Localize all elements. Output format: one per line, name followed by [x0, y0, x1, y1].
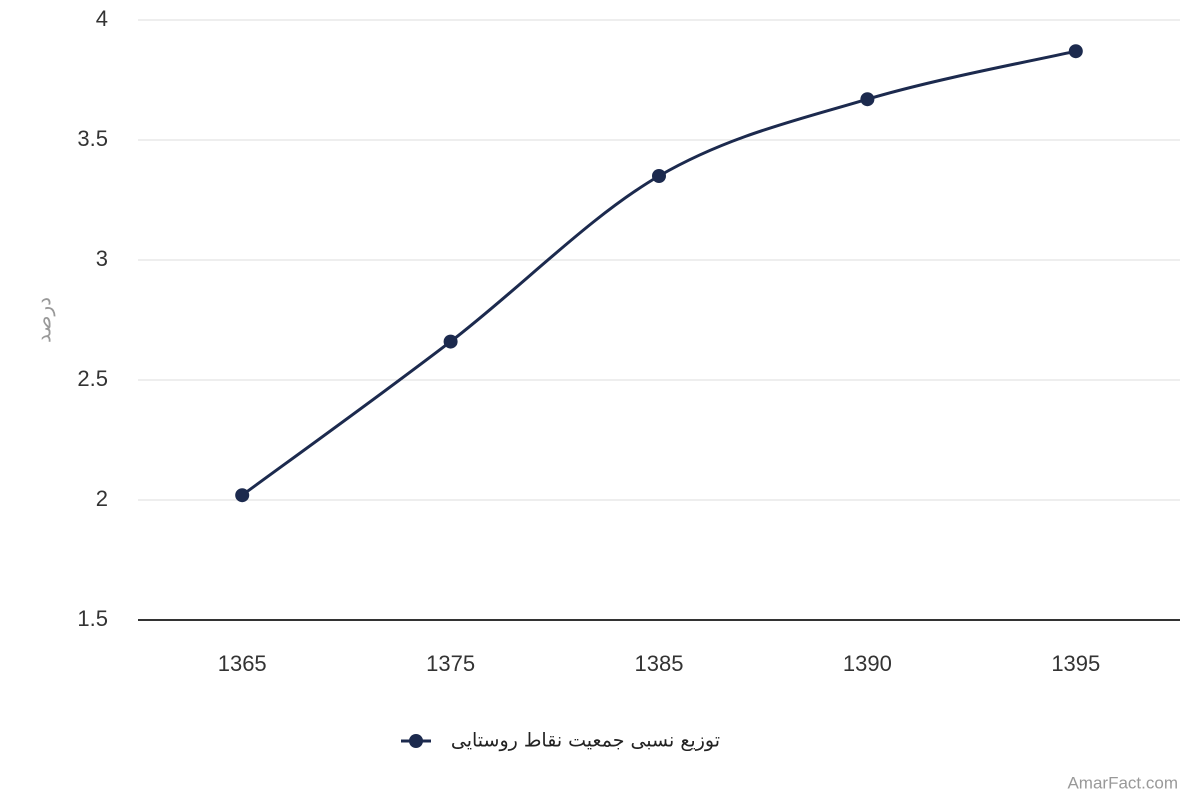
y-axis-label: درصد — [32, 297, 56, 343]
y-tick-label: 1.5 — [77, 606, 108, 631]
credit: AmarFact.com — [1067, 773, 1178, 792]
y-tick-label: 3 — [96, 246, 108, 271]
legend-marker — [409, 734, 423, 748]
data-point — [235, 488, 250, 503]
x-tick-label: 1365 — [218, 651, 267, 676]
y-tick-label: 4 — [96, 6, 108, 31]
data-point — [1068, 44, 1083, 59]
legend-label: توزیع نسبی جمعیت نقاط روستایی — [451, 730, 720, 752]
data-point — [652, 169, 666, 183]
y-tick-label: 2 — [96, 486, 108, 511]
y-tick-label: 3.5 — [77, 126, 108, 151]
y-tick-label: 2.5 — [77, 366, 108, 391]
series-line — [241, 49, 1077, 497]
x-tick-label: 1390 — [843, 651, 892, 676]
x-tick-label: 1375 — [426, 651, 475, 676]
x-tick-label: 1395 — [1051, 651, 1100, 676]
data-point — [443, 334, 458, 349]
x-tick-label: 1385 — [635, 651, 684, 676]
data-point — [860, 92, 875, 107]
